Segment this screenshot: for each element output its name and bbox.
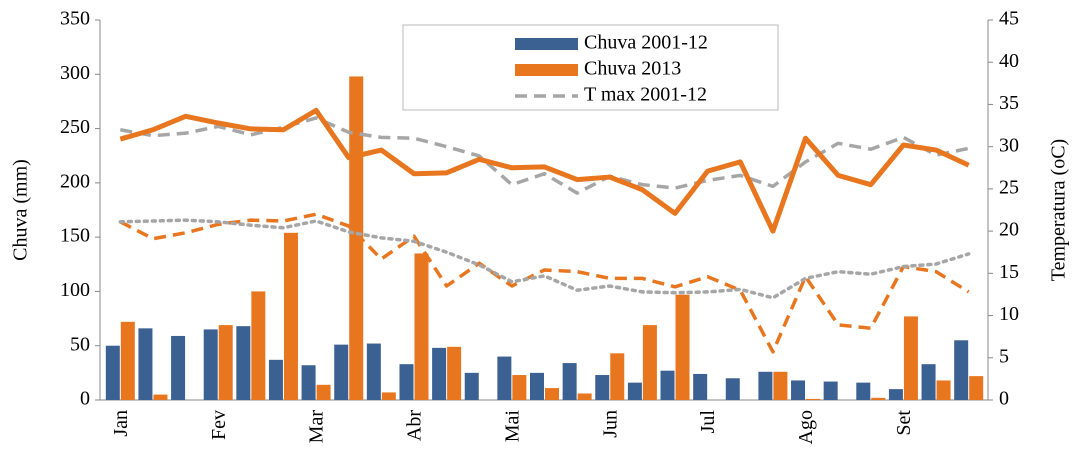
x-tick-label: Mai xyxy=(501,410,523,443)
y2-tick-label: 45 xyxy=(999,8,1019,30)
legend-label: Chuva 2013 xyxy=(584,58,681,80)
y2-tick-label: 15 xyxy=(999,261,1019,283)
y-tick-label: 100 xyxy=(60,279,90,301)
x-tick-label: Jun xyxy=(599,410,621,438)
legend-swatch xyxy=(515,38,578,50)
x-tick-label: Mar xyxy=(306,410,328,444)
bar xyxy=(171,335,186,400)
y-tick-label: 150 xyxy=(60,225,90,247)
x-tick-label: Abr xyxy=(404,410,426,441)
x-tick-label: Jan xyxy=(110,410,132,437)
bar xyxy=(464,372,479,400)
bar xyxy=(334,344,349,400)
bar xyxy=(791,380,806,400)
bar xyxy=(530,372,544,400)
bar xyxy=(381,392,396,400)
bar xyxy=(447,346,462,400)
bar xyxy=(725,378,740,400)
bar xyxy=(432,347,447,400)
legend-label: Chuva 2001-12 xyxy=(584,32,708,54)
bar xyxy=(218,325,233,400)
bar xyxy=(105,345,120,400)
line xyxy=(118,218,971,300)
legend-label: T max 2001-12 xyxy=(584,84,707,106)
y2-tick-label: 20 xyxy=(999,219,1019,241)
legend-box xyxy=(402,24,779,111)
y2-tick-label: 40 xyxy=(999,50,1019,72)
bar xyxy=(936,380,951,400)
x-tick-label: Fev xyxy=(208,410,230,440)
bar xyxy=(366,343,381,400)
line xyxy=(120,116,970,195)
bar xyxy=(969,376,984,400)
bar xyxy=(497,356,512,400)
bar xyxy=(577,393,592,400)
bar xyxy=(414,253,429,400)
y-tick-label: 200 xyxy=(60,170,90,192)
bar xyxy=(138,328,153,400)
bar xyxy=(806,398,821,400)
bar xyxy=(545,388,559,400)
bar xyxy=(856,382,871,400)
bar xyxy=(903,316,918,400)
bar xyxy=(301,365,316,400)
bar xyxy=(610,353,625,400)
y-axis-title: Chuva (mm) xyxy=(10,159,32,261)
bar xyxy=(693,373,708,400)
bar xyxy=(316,384,331,400)
y2-tick-label: 0 xyxy=(999,388,1009,410)
y2-tick-label: 10 xyxy=(999,303,1019,325)
bar xyxy=(120,321,135,400)
bar xyxy=(823,381,838,400)
y2-tick-label: 35 xyxy=(999,92,1019,114)
bar xyxy=(251,291,266,400)
bar xyxy=(627,382,642,400)
bar xyxy=(283,232,298,400)
bar xyxy=(595,375,610,400)
bar xyxy=(562,363,577,400)
bar xyxy=(268,359,283,400)
bar xyxy=(153,394,168,400)
bar xyxy=(675,294,690,400)
bar xyxy=(512,375,527,400)
y2-tick-label: 30 xyxy=(999,134,1019,156)
y2-tick-label: 5 xyxy=(999,345,1009,367)
bar xyxy=(773,371,788,400)
x-tick-label: Jul xyxy=(697,410,719,434)
bar xyxy=(399,364,414,400)
bar xyxy=(236,326,251,400)
bar xyxy=(921,364,936,400)
bar xyxy=(954,340,969,400)
bar xyxy=(642,325,657,400)
y-tick-label: 300 xyxy=(60,62,90,84)
bar xyxy=(888,389,903,400)
x-tick-label: Ago xyxy=(795,410,817,444)
bar xyxy=(871,397,886,400)
bar xyxy=(203,329,218,400)
line xyxy=(119,107,970,234)
bar xyxy=(660,370,675,400)
x-tick-label: Set xyxy=(893,410,915,436)
y-tick-label: 350 xyxy=(60,8,90,30)
y2-tick-label: 25 xyxy=(999,176,1019,198)
y-tick-label: 250 xyxy=(60,116,90,138)
y2-axis-title: Temperatura (oC) xyxy=(1048,139,1070,281)
line xyxy=(119,212,970,354)
bar xyxy=(758,371,773,400)
y-tick-label: 50 xyxy=(70,333,90,355)
legend-swatch xyxy=(515,64,578,76)
y-tick-label: 0 xyxy=(80,388,90,410)
